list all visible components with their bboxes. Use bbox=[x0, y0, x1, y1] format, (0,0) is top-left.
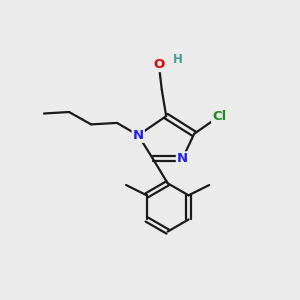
Text: N: N bbox=[133, 129, 144, 142]
Text: H: H bbox=[173, 53, 183, 66]
Text: N: N bbox=[177, 152, 188, 165]
Text: Cl: Cl bbox=[212, 110, 226, 123]
Text: O: O bbox=[153, 58, 164, 71]
